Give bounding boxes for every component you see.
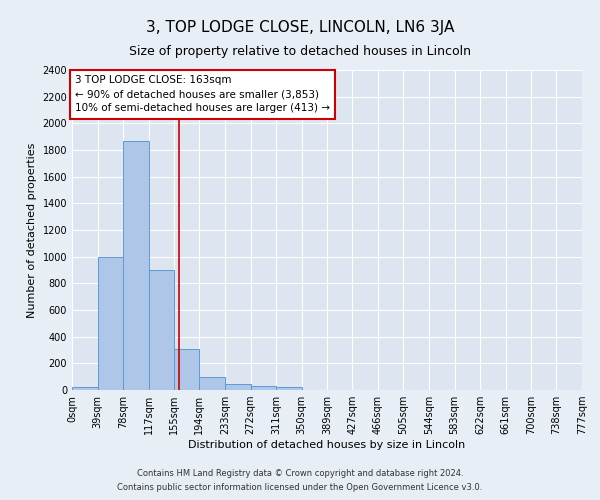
Text: Contains public sector information licensed under the Open Government Licence v3: Contains public sector information licen… <box>118 484 482 492</box>
Y-axis label: Number of detached properties: Number of detached properties <box>27 142 37 318</box>
Text: 3 TOP LODGE CLOSE: 163sqm
← 90% of detached houses are smaller (3,853)
10% of se: 3 TOP LODGE CLOSE: 163sqm ← 90% of detac… <box>75 76 330 114</box>
Bar <box>199 376 225 390</box>
Bar <box>149 270 175 390</box>
Bar <box>72 388 98 390</box>
Bar <box>174 348 199 390</box>
Bar <box>98 256 123 390</box>
Bar <box>123 140 149 390</box>
Bar <box>276 388 302 390</box>
Text: Size of property relative to detached houses in Lincoln: Size of property relative to detached ho… <box>129 45 471 58</box>
Text: Contains HM Land Registry data © Crown copyright and database right 2024.: Contains HM Land Registry data © Crown c… <box>137 468 463 477</box>
Text: 3, TOP LODGE CLOSE, LINCOLN, LN6 3JA: 3, TOP LODGE CLOSE, LINCOLN, LN6 3JA <box>146 20 454 35</box>
Bar <box>251 386 276 390</box>
X-axis label: Distribution of detached houses by size in Lincoln: Distribution of detached houses by size … <box>188 440 466 450</box>
Bar <box>225 384 251 390</box>
